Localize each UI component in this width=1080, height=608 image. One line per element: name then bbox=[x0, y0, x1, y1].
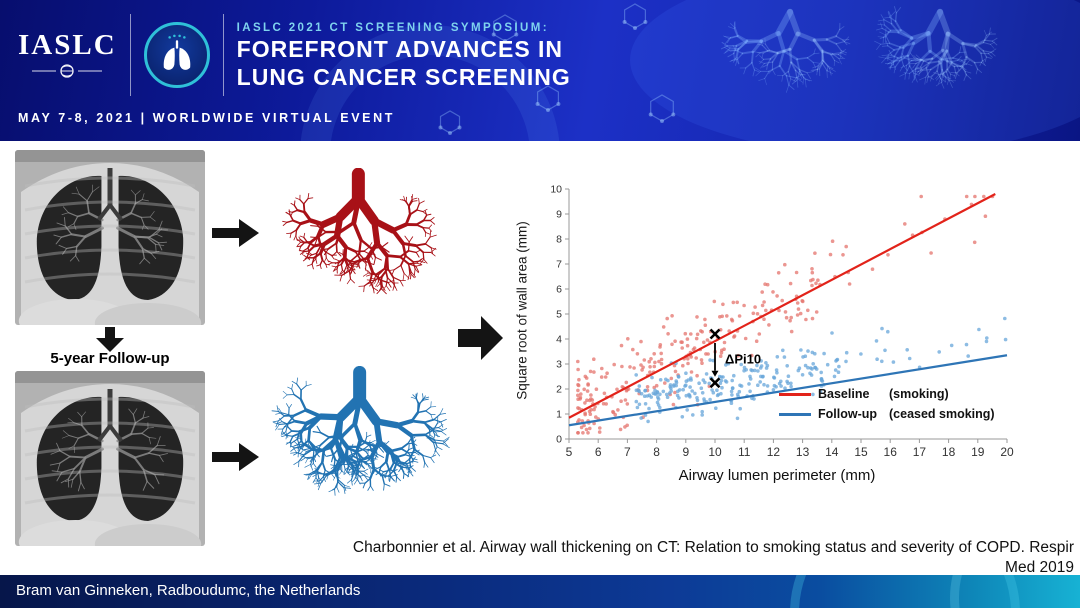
legend-row-followup: Follow-up (ceased smoking) bbox=[779, 407, 995, 421]
slide-header: IASLC bbox=[0, 0, 1080, 141]
svg-text:15: 15 bbox=[854, 445, 868, 459]
legend-label: Follow-up bbox=[818, 407, 878, 421]
svg-text:4: 4 bbox=[556, 334, 562, 346]
svg-text:7: 7 bbox=[624, 445, 631, 459]
svg-text:8: 8 bbox=[653, 445, 660, 459]
footer-decor-arc bbox=[950, 575, 1080, 608]
header-logo-row: IASLC bbox=[18, 10, 571, 100]
header-title-block: IASLC 2021 CT SCREENING SYMPOSIUM: FOREF… bbox=[237, 20, 571, 89]
arrow-down-icon bbox=[96, 327, 124, 352]
svg-text:5: 5 bbox=[556, 309, 562, 321]
svg-text:20: 20 bbox=[1000, 445, 1014, 459]
svg-text:10: 10 bbox=[708, 445, 722, 459]
slide-footer: Bram van Ginneken, Radboudumc, the Nethe… bbox=[0, 575, 1080, 608]
svg-text:10: 10 bbox=[550, 184, 562, 196]
event-date-line: MAY 7-8, 2021 | WORLDWIDE VIRTUAL EVENT bbox=[18, 111, 395, 125]
svg-text:1: 1 bbox=[556, 409, 562, 421]
lungs-icon bbox=[163, 34, 190, 70]
arrow-right-large-icon bbox=[458, 316, 503, 360]
citation: Charbonnier et al. Airway wall thickenin… bbox=[353, 538, 1074, 579]
arrow-right-icon bbox=[212, 219, 259, 247]
symposium-lungs-logo bbox=[143, 22, 210, 88]
svg-text:2: 2 bbox=[556, 384, 562, 396]
ct-scan-followup bbox=[15, 371, 205, 546]
svg-text:19: 19 bbox=[971, 445, 985, 459]
svg-text:9: 9 bbox=[556, 209, 562, 221]
chart-legend: Baseline (smoking) Follow-up (ceased smo… bbox=[779, 387, 995, 421]
followup-label: 5-year Follow-up bbox=[50, 350, 170, 367]
svg-text:16: 16 bbox=[884, 445, 898, 459]
header-divider bbox=[222, 14, 224, 96]
svg-text:13: 13 bbox=[796, 445, 810, 459]
legend-qualifier: (ceased smoking) bbox=[889, 407, 995, 421]
airway-tree-baseline-image bbox=[282, 168, 437, 295]
svg-text:ΔPi10: ΔPi10 bbox=[725, 351, 761, 366]
y-axis-label: Square root of wall area (mm) bbox=[514, 221, 530, 400]
svg-text:18: 18 bbox=[942, 445, 956, 459]
legend-label: Baseline bbox=[818, 387, 870, 401]
arrow-right-icon bbox=[212, 443, 259, 471]
svg-text:9: 9 bbox=[682, 445, 689, 459]
legend-row-baseline: Baseline (smoking) bbox=[779, 387, 995, 401]
iaslc-logo: IASLC bbox=[18, 29, 117, 61]
iaslc-logo-block: IASLC bbox=[18, 31, 117, 79]
svg-text:8: 8 bbox=[556, 234, 562, 246]
svg-text:17: 17 bbox=[913, 445, 927, 459]
svg-text:7: 7 bbox=[556, 259, 562, 271]
baseline-line-sample bbox=[779, 392, 811, 396]
svg-text:6: 6 bbox=[556, 284, 562, 296]
slide-title-line1: FOREFRONT ADVANCES IN bbox=[236, 36, 564, 63]
svg-text:14: 14 bbox=[825, 445, 839, 459]
author-credit: Bram van Ginneken, Radboudumc, the Nethe… bbox=[16, 582, 361, 599]
legend-qualifier: (smoking) bbox=[889, 387, 949, 401]
citation-line1: Charbonnier et al. Airway wall thickenin… bbox=[352, 539, 1074, 556]
slide-title-line2: LUNG CANCER SCREENING bbox=[236, 64, 571, 90]
header-divider bbox=[129, 14, 131, 96]
iaslc-emblem-icon bbox=[32, 64, 103, 78]
svg-text:6: 6 bbox=[595, 445, 602, 459]
svg-text:0: 0 bbox=[556, 434, 562, 446]
followup-line-sample bbox=[779, 412, 811, 416]
svg-text:11: 11 bbox=[738, 445, 751, 459]
citation-line2: Med 2019 bbox=[1005, 559, 1074, 577]
airway-tree-followup-image bbox=[271, 366, 450, 496]
svg-text:3: 3 bbox=[556, 359, 562, 371]
symposium-subtitle: IASLC 2021 CT SCREENING SYMPOSIUM: bbox=[236, 22, 549, 35]
ct-scan-baseline bbox=[15, 150, 205, 325]
svg-text:5: 5 bbox=[566, 445, 573, 459]
svg-text:12: 12 bbox=[767, 445, 781, 459]
header-background-art bbox=[300, 0, 1080, 141]
x-axis-label: Airway lumen perimeter (mm) bbox=[678, 467, 876, 484]
